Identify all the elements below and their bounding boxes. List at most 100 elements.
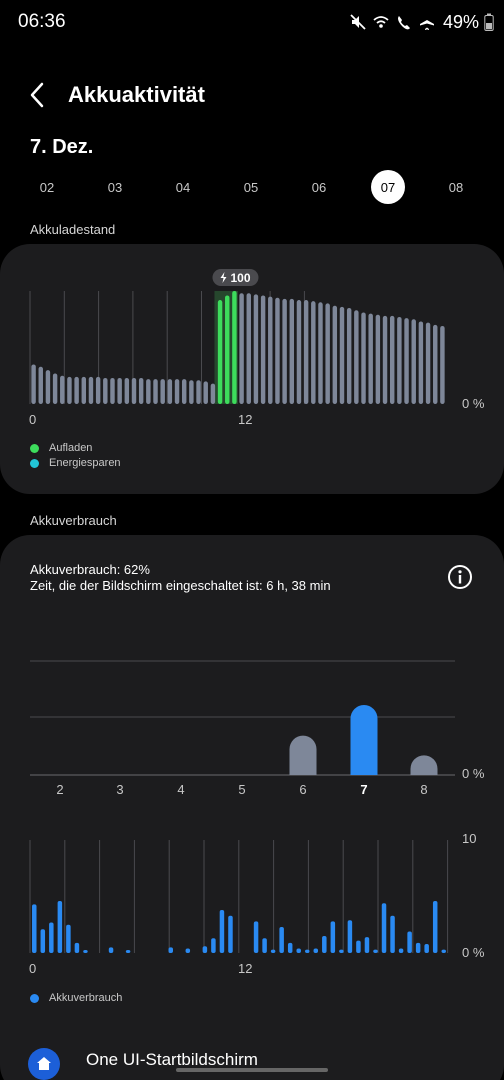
mute-icon	[350, 14, 366, 30]
hourly-bar	[432, 901, 438, 953]
battery-usage-card	[0, 535, 504, 1080]
hourly-bar	[424, 943, 429, 953]
hourly-bar	[202, 946, 208, 953]
level-bar	[217, 300, 223, 404]
header: Akkuaktivität	[0, 72, 504, 118]
level-bar	[153, 379, 158, 404]
hourly-bar	[339, 949, 344, 953]
one-ui-home-label: One UI-Startbildschirm	[86, 1050, 258, 1069]
daily-usage-axis-zero: 0 %	[462, 766, 485, 781]
hourly-bar	[125, 950, 131, 953]
status-icons: 49%	[349, 10, 494, 34]
level-bar	[411, 319, 416, 404]
level-bar	[339, 306, 345, 404]
hourly-usage-chart	[29, 840, 449, 953]
hourly-usage-x-tick-12: 12	[238, 961, 253, 976]
level-bar	[196, 380, 201, 404]
hourly-bar	[57, 901, 63, 953]
status-time: 06:36	[18, 11, 66, 32]
hourly-bar	[407, 931, 412, 953]
level-bar	[289, 298, 295, 404]
hourly-usage-x-tick-0: 0	[29, 961, 37, 976]
hourly-usage-axis-top: 10	[462, 831, 477, 846]
hourly-bar	[279, 927, 284, 953]
hourly-bar	[270, 949, 276, 953]
chevron-left-icon	[30, 82, 44, 108]
daily-x-tick: 8	[420, 782, 427, 797]
legend-power-saving: Energiesparen	[30, 457, 121, 469]
legend-usage: Akkuverbrauch	[30, 992, 122, 1004]
level-bar	[260, 295, 266, 404]
day-07-selected[interactable]: 07	[371, 170, 405, 204]
battery-level-axis-zero: 0 %	[462, 396, 485, 411]
hourly-bar	[253, 921, 259, 953]
level-bar	[95, 376, 101, 404]
home-icon	[37, 1057, 51, 1070]
home-indicator	[176, 1068, 328, 1072]
level-bar	[332, 305, 338, 404]
daily-x-tick: 2	[56, 782, 63, 797]
level-bar	[31, 364, 36, 404]
level-bar	[117, 378, 122, 404]
hourly-usage-axis-zero: 0 %	[462, 945, 485, 960]
level-bar	[325, 303, 330, 404]
charge-badge-value: 100	[230, 271, 250, 285]
wifi-calling-icon	[373, 16, 389, 28]
day-08[interactable]: 08	[448, 179, 464, 195]
daily-usage-chart: 2 3 4 5 6 7 8	[30, 660, 455, 797]
daily-bar	[289, 735, 317, 775]
hourly-bar	[322, 936, 327, 953]
battery-icon	[484, 13, 494, 31]
hourly-bar	[373, 949, 378, 953]
battery-level-chart: 100	[29, 269, 445, 404]
back-button[interactable]	[22, 80, 52, 110]
hourly-bar	[168, 947, 174, 953]
legend-charging-dot	[30, 443, 39, 453]
level-bar	[268, 296, 273, 404]
level-bar	[74, 376, 79, 404]
level-bar	[181, 379, 187, 404]
level-bar	[146, 379, 151, 404]
level-bar	[311, 301, 316, 404]
hourly-bar	[74, 942, 80, 953]
level-bar	[225, 295, 230, 404]
level-bar	[346, 307, 352, 404]
hourly-bar	[287, 942, 293, 953]
battery-percent: 49%	[442, 11, 479, 32]
hourly-bar	[313, 948, 319, 953]
level-bar	[203, 381, 208, 404]
hourly-bar	[40, 929, 46, 953]
battery-level-card: 100 0 % 0 12 Aufladen Energiesparen	[0, 244, 504, 494]
level-bar	[210, 383, 216, 404]
level-bar	[239, 293, 244, 404]
level-bar	[138, 378, 144, 404]
day-03[interactable]: 03	[107, 179, 123, 195]
legend-usage-dot	[30, 993, 39, 1003]
hourly-bar	[108, 947, 114, 953]
hourly-bar	[185, 948, 191, 953]
level-bar	[440, 326, 445, 404]
day-selector: 02 03 04 05 06 07 08	[0, 170, 504, 204]
day-04[interactable]: 04	[175, 179, 191, 195]
level-bar	[253, 294, 259, 404]
airplane-mode-icon	[419, 14, 434, 30]
app-list-item-one-ui-home[interactable]: One UI-Startbildschirm	[28, 1044, 498, 1080]
daily-x-tick: 7	[360, 782, 367, 797]
day-06[interactable]: 06	[311, 179, 327, 195]
level-bar	[45, 370, 51, 404]
level-bar	[382, 315, 388, 404]
day-05[interactable]: 05	[243, 179, 259, 195]
page-title: Akkuaktivität	[68, 82, 205, 107]
level-bar	[397, 316, 402, 404]
level-bar	[368, 313, 373, 404]
info-button[interactable]	[447, 564, 473, 590]
one-ui-home-app-icon	[28, 1048, 60, 1080]
level-bar	[67, 376, 72, 404]
level-bar	[174, 379, 180, 404]
status-bar: 06:36 49%	[0, 0, 504, 44]
level-bar	[303, 300, 309, 404]
day-02[interactable]: 02	[39, 179, 55, 195]
hourly-bar	[219, 910, 225, 953]
hourly-bar	[398, 948, 404, 953]
level-bar	[418, 321, 424, 404]
